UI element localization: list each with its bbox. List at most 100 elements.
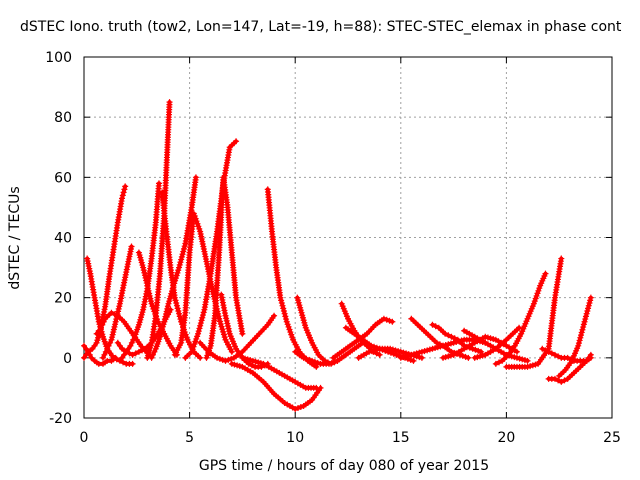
marker: [198, 317, 205, 324]
data-point: [551, 375, 558, 382]
data-point: [100, 354, 107, 361]
marker: [181, 243, 188, 250]
marker: [442, 342, 449, 349]
data-point: [119, 354, 126, 361]
marker: [542, 347, 549, 354]
marker: [395, 348, 402, 355]
marker: [119, 192, 126, 199]
marker: [283, 316, 290, 323]
data-point: [492, 360, 499, 367]
marker: [120, 189, 127, 196]
x-axis-label: GPS time / hours of day 080 of year 2015: [199, 458, 489, 474]
data-point: [524, 357, 531, 364]
marker: [586, 300, 593, 307]
marker: [477, 353, 483, 360]
data-series: [556, 294, 594, 379]
marker: [200, 309, 207, 316]
data-series: [503, 255, 565, 370]
marker: [432, 345, 439, 352]
marker: [180, 245, 187, 252]
marker: [132, 350, 139, 357]
marker: [479, 352, 486, 359]
marker: [383, 316, 390, 323]
marker: [220, 331, 227, 338]
marker: [582, 313, 589, 320]
marker: [99, 321, 106, 328]
data-point: [309, 357, 316, 364]
data-point: [171, 294, 178, 301]
marker: [532, 361, 539, 368]
marker: [174, 305, 181, 312]
marker: [176, 261, 183, 268]
data-point: [197, 354, 204, 361]
data-marks: [81, 99, 594, 412]
series-line: [557, 295, 593, 378]
marker: [278, 297, 285, 304]
data-series: [492, 270, 549, 367]
data-point: [558, 255, 565, 262]
y-axis-label: dSTEC / TECUs: [7, 186, 23, 289]
marker: [311, 358, 318, 365]
data-point: [192, 174, 199, 181]
marker: [389, 346, 396, 353]
marker: [516, 355, 523, 362]
data-point: [558, 378, 565, 385]
data-point: [277, 294, 284, 301]
marker: [279, 302, 286, 309]
data-series: [203, 174, 246, 361]
marker: [199, 312, 206, 319]
data-point: [442, 330, 449, 337]
marker: [280, 305, 287, 312]
data-point: [245, 360, 252, 367]
marker: [445, 353, 452, 360]
marker: [176, 310, 183, 317]
data-point: [380, 315, 387, 322]
data-point: [108, 309, 115, 316]
data-point: [122, 183, 129, 190]
data-point: [83, 345, 90, 352]
marker: [174, 269, 181, 276]
data-point: [119, 195, 126, 202]
marker: [328, 359, 335, 366]
data-point: [387, 345, 394, 352]
marker: [248, 362, 255, 369]
data-point: [195, 330, 202, 337]
data-point: [81, 354, 87, 361]
marker: [176, 313, 183, 320]
marker: [196, 325, 203, 332]
data-point: [135, 348, 142, 355]
marker: [83, 351, 90, 358]
marker: [252, 358, 259, 365]
data-point: [482, 333, 489, 340]
data-series: [119, 180, 162, 361]
data-point: [222, 357, 229, 364]
y-tick-label: 60: [54, 170, 72, 186]
marker: [462, 353, 469, 360]
data-point: [127, 342, 134, 349]
marker: [587, 297, 594, 304]
marker: [529, 362, 536, 369]
data-point: [513, 348, 520, 355]
marker: [421, 348, 428, 355]
x-tick-label: 5: [185, 430, 194, 446]
y-tick-label: 20: [54, 291, 72, 307]
marker: [278, 300, 285, 307]
marker: [102, 348, 109, 355]
data-point: [325, 360, 332, 367]
data-point: [539, 345, 546, 352]
data-point: [300, 354, 307, 361]
data-point: [88, 354, 95, 361]
marker: [175, 267, 182, 274]
y-tick-label: 100: [45, 50, 72, 66]
data-point: [366, 348, 373, 355]
marker: [555, 353, 562, 360]
marker: [585, 354, 592, 361]
data-point: [450, 339, 457, 346]
marker: [519, 356, 526, 363]
data-series: [144, 99, 173, 361]
marker: [434, 344, 441, 351]
marker: [219, 356, 226, 363]
marker: [484, 334, 491, 341]
data-point: [429, 345, 436, 352]
marker: [247, 357, 254, 364]
